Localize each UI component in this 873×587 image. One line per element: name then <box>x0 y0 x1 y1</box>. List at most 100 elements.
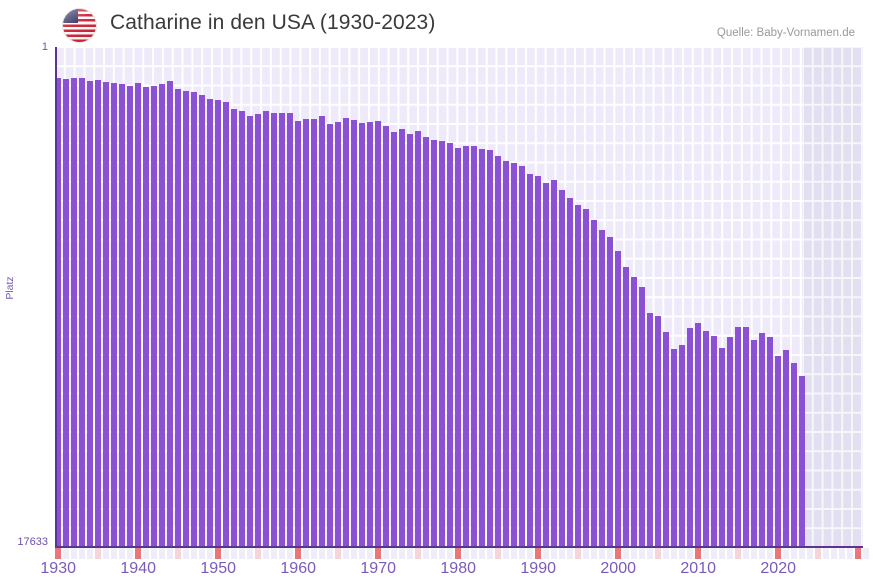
x-tick <box>807 548 814 559</box>
x-tick <box>71 548 78 559</box>
bar <box>631 276 638 547</box>
x-tick <box>367 548 374 559</box>
x-tick <box>135 548 142 559</box>
bar <box>247 116 254 547</box>
x-tick <box>447 548 454 559</box>
y-axis-bottom-label: 17633 <box>17 536 48 548</box>
bar <box>87 81 94 547</box>
bar <box>583 208 590 547</box>
bar-series <box>55 47 863 547</box>
x-tick <box>455 548 462 559</box>
bar <box>119 83 126 547</box>
bar <box>79 77 86 547</box>
bar <box>447 143 454 547</box>
x-tick <box>87 548 94 559</box>
flag-gloss <box>63 9 96 42</box>
bar <box>319 116 326 547</box>
x-axis-line <box>55 546 863 548</box>
bar <box>751 340 758 547</box>
bar <box>63 79 70 547</box>
bar <box>263 111 270 547</box>
bar <box>103 81 110 547</box>
x-tick <box>407 548 414 559</box>
bar <box>679 345 686 547</box>
bar <box>351 119 358 547</box>
x-tick <box>79 548 86 559</box>
bar <box>199 95 206 547</box>
bar <box>71 77 78 547</box>
bar <box>375 121 382 547</box>
bar <box>775 356 782 547</box>
x-tick <box>183 548 190 559</box>
x-tick <box>151 548 158 559</box>
x-tick <box>55 548 62 559</box>
x-tick <box>335 548 342 559</box>
bar <box>439 140 446 547</box>
chart-header: Catharine in den USA (1930-2023) Quelle:… <box>0 0 873 44</box>
bar <box>431 140 438 547</box>
bar <box>615 250 622 547</box>
bar <box>671 348 678 547</box>
bar <box>415 130 422 547</box>
bar <box>135 83 142 547</box>
bar <box>575 205 582 547</box>
bar <box>303 118 310 547</box>
bar <box>623 267 630 547</box>
source-attribution: Quelle: Baby-Vornamen.de <box>716 27 855 39</box>
x-tick <box>607 548 614 559</box>
x-tick <box>759 548 766 559</box>
x-tick <box>647 548 654 559</box>
x-tick <box>263 548 270 559</box>
x-tick <box>575 548 582 559</box>
x-tick <box>279 548 286 559</box>
bar <box>551 180 558 547</box>
x-tick <box>167 548 174 559</box>
x-tick <box>687 548 694 559</box>
x-tick-label: 2000 <box>600 560 636 577</box>
x-tick <box>439 548 446 559</box>
x-tick <box>127 548 134 559</box>
x-tick <box>631 548 638 559</box>
bar <box>367 122 374 547</box>
x-tick <box>359 548 366 559</box>
bar <box>647 312 654 547</box>
x-tick <box>511 548 518 559</box>
x-tick-label: 1950 <box>200 560 236 577</box>
x-tick <box>423 548 430 559</box>
x-tick <box>783 548 790 559</box>
x-tick <box>823 548 830 559</box>
bar <box>111 83 118 547</box>
x-tick <box>375 548 382 559</box>
bar <box>711 336 718 547</box>
x-tick-label: 2010 <box>680 560 716 577</box>
x-tick <box>767 548 774 559</box>
x-tick <box>583 548 590 559</box>
plot-shaded-region <box>803 47 863 547</box>
x-tick <box>287 548 294 559</box>
x-tick <box>119 548 126 559</box>
page-title: Catharine in den USA (1930-2023) <box>110 11 436 34</box>
us-flag-icon <box>63 9 96 42</box>
bar <box>231 108 238 547</box>
bar <box>279 113 286 547</box>
x-tick <box>839 548 846 559</box>
x-tick <box>799 548 806 559</box>
x-tick <box>695 548 702 559</box>
bar <box>215 100 222 547</box>
x-tick <box>487 548 494 559</box>
bar <box>407 134 414 547</box>
bar <box>535 176 542 547</box>
bar <box>311 118 318 547</box>
x-tick <box>775 548 782 559</box>
x-tick-label: 1970 <box>360 560 396 577</box>
bar <box>703 330 710 547</box>
x-tick <box>527 548 534 559</box>
bar <box>255 114 262 547</box>
bar <box>127 85 134 547</box>
bar <box>271 113 278 547</box>
bar <box>655 316 662 547</box>
x-tick <box>847 548 854 559</box>
x-tick <box>239 548 246 559</box>
x-tick <box>111 548 118 559</box>
x-axis-ticks <box>55 548 870 559</box>
